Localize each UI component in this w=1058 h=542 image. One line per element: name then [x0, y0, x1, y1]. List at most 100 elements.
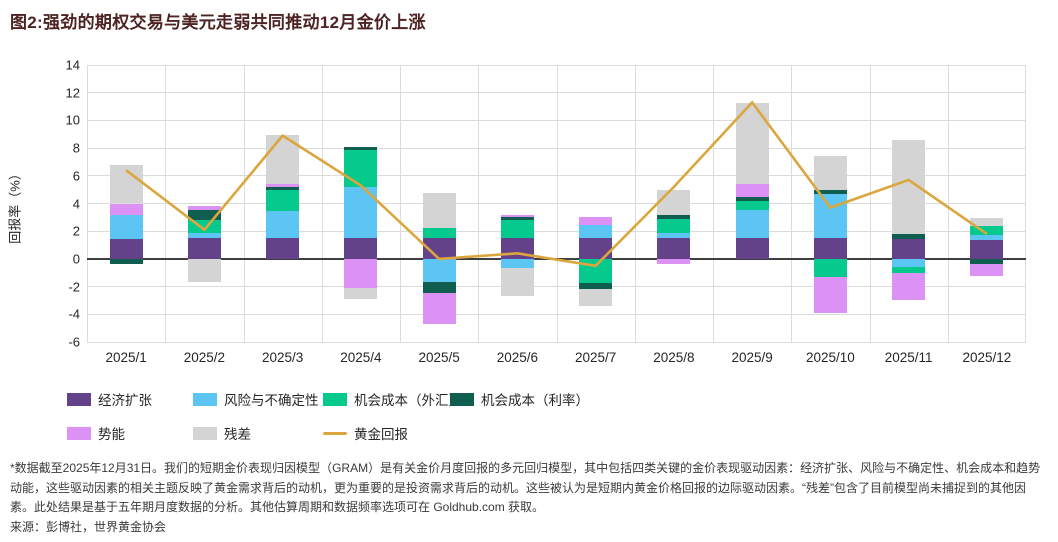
bar-segment [266, 189, 300, 212]
bar-segment [579, 224, 613, 239]
legend-label: 经济扩张 [98, 393, 152, 408]
legend-label: 黄金回报 [354, 427, 408, 442]
bar-segment [187, 209, 221, 221]
bar-segment [813, 276, 847, 313]
gridline-vertical [634, 65, 636, 342]
legend-item: 机会成本（外汇） [323, 389, 462, 409]
y-tick-label: -4 [68, 306, 80, 322]
bar-segment [970, 226, 1004, 235]
bar-segment [657, 258, 691, 264]
bar-segment [813, 258, 847, 277]
gridline-vertical [243, 65, 245, 342]
gridline-vertical [165, 65, 167, 342]
y-tick-label: 4 [72, 196, 80, 211]
bar-segment [970, 234, 1004, 240]
bar-segment [500, 267, 534, 297]
gridline-vertical [321, 65, 323, 342]
legend-line-swatch [323, 431, 347, 435]
bar-segment [266, 238, 300, 259]
legend-color-swatch [67, 426, 91, 440]
legend-item: 残差 [193, 423, 323, 443]
bar-segment [266, 211, 300, 239]
y-tick-label: 10 [65, 112, 80, 128]
bar-segment [109, 215, 143, 239]
bar-segment [657, 238, 691, 259]
gridline-vertical [400, 65, 401, 342]
bar-segment [813, 189, 847, 194]
bar-segment [344, 150, 378, 187]
legend-label: 机会成本（外汇） [354, 393, 462, 408]
bar-segment [657, 190, 691, 215]
bar-segment [735, 238, 769, 259]
bar-segment [813, 193, 847, 239]
gridline-vertical [713, 65, 714, 342]
bar-segment [579, 283, 613, 290]
x-axis-label: 2025/5 [418, 350, 460, 365]
legend-color-swatch [323, 392, 347, 406]
x-axis-label: 2025/3 [261, 350, 304, 365]
gridline-vertical [478, 65, 480, 342]
source-line: 来源：彭博社，世界黄金协会 [10, 519, 167, 534]
footnote-line: *数据截至2025年12月31日。我们的短期金价表现归因模型（GRAM）是有关金… [10, 461, 1041, 475]
bar-segment [500, 216, 534, 221]
bar-segment [187, 232, 221, 239]
bar-segment [892, 233, 926, 239]
bar-segment [187, 206, 221, 210]
legend-label: 风险与不确定性 [224, 393, 319, 408]
bar-segment [344, 146, 378, 151]
bar-segment [970, 258, 1004, 265]
gridline-vertical [87, 65, 88, 342]
bar-segment [344, 287, 378, 300]
bar-segment [422, 282, 456, 293]
bar-segment [500, 258, 534, 268]
bar-segment [109, 238, 143, 259]
bar-segment [422, 193, 456, 229]
bar-segment [422, 258, 456, 283]
legend-color-swatch [193, 426, 217, 440]
legend-label: 势能 [98, 427, 125, 442]
legend-color-swatch [67, 392, 91, 406]
bar-segment [579, 216, 613, 225]
gold-return-line [125, 100, 988, 268]
bar-segment [344, 258, 378, 288]
bar-segment [500, 220, 534, 239]
legend-item: 势能 [67, 423, 193, 443]
bar-segment [735, 209, 769, 239]
bar-segment [813, 155, 847, 190]
y-tick-label: -6 [68, 334, 80, 350]
x-axis-label: 2025/1 [105, 350, 147, 365]
bar-segment [892, 258, 926, 268]
legend-item: 机会成本（利率） [450, 389, 1007, 409]
bar-segment [422, 238, 456, 259]
gold-return-polyline [125, 100, 988, 268]
y-tick-label: 12 [65, 85, 80, 101]
y-tick-label: 6 [72, 168, 80, 184]
plot-area [87, 64, 1026, 343]
bar-segment [735, 196, 769, 201]
legend-item: 风险与不确定性 [193, 389, 323, 409]
gridline-vertical [791, 65, 793, 342]
bar-segment [266, 186, 300, 190]
bar-segment [970, 239, 1004, 259]
bar-segment [109, 203, 143, 216]
chart-legend: 经济扩张 风险与不确定性 机会成本（外汇） 机会成本（利率） 势能 残差 黄金回报 [67, 389, 1007, 443]
bar-segment [892, 273, 926, 300]
x-axis-label: 2025/9 [731, 350, 773, 365]
footnotes: *数据截至2025年12月31日。我们的短期金价表现归因模型（GRAM）是有关金… [10, 459, 1052, 537]
legend-item: 经济扩张 [67, 389, 193, 409]
bar-segment [657, 219, 691, 233]
gridline-vertical [1025, 65, 1026, 342]
bar-segment [500, 214, 534, 217]
bar-segment [422, 228, 456, 239]
y-tick-label: -2 [68, 279, 80, 295]
gridline-horizontal [87, 341, 1026, 343]
bar-segment [970, 264, 1004, 277]
footnote-line: 素。此处结果是基于五年期月度数据的分析。其他估算周期和数据频率选项可在 Gold… [10, 500, 545, 514]
bar-segment [657, 214, 691, 220]
legend-label: 机会成本（利率） [481, 393, 589, 408]
gridline-vertical [556, 65, 558, 342]
y-tick-label: 8 [72, 140, 80, 156]
x-axis-label: 2025/12 [962, 350, 1012, 365]
bar-segment [735, 200, 769, 210]
